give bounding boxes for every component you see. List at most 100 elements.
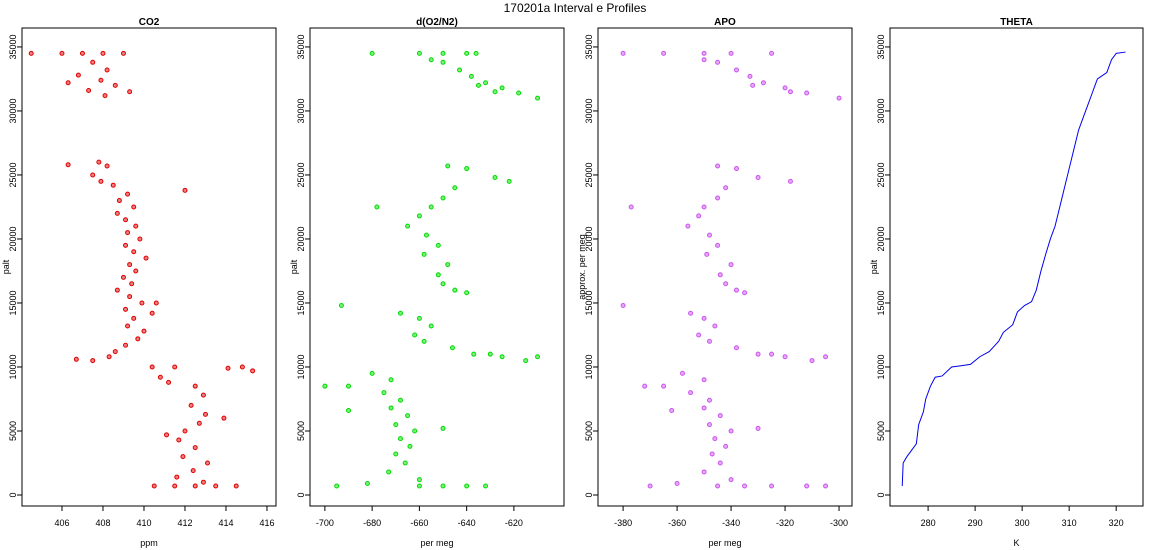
data-point: [750, 82, 756, 88]
data-point: [642, 383, 648, 389]
x-tick-label: -320: [776, 518, 794, 528]
data-point: [369, 370, 375, 376]
data-point: [728, 50, 734, 56]
data-point: [125, 191, 131, 197]
data-point: [428, 57, 434, 63]
panel-title: THETA: [1000, 17, 1033, 28]
data-point: [98, 77, 104, 83]
y-tick-label: 15000: [296, 290, 306, 315]
y-tick-label: 20000: [876, 226, 886, 251]
data-point: [709, 451, 715, 457]
y-tick-label: 35000: [876, 34, 886, 59]
plot-frame: [309, 27, 565, 507]
data-point: [706, 232, 712, 238]
y-tick-label: 0: [8, 492, 18, 497]
data-point: [28, 50, 34, 56]
data-point: [397, 397, 403, 403]
data-point: [701, 469, 707, 475]
data-point: [123, 217, 129, 223]
y-axis-label: palt: [1, 259, 11, 274]
data-point: [661, 383, 667, 389]
data-point: [164, 432, 170, 438]
data-point: [836, 95, 842, 101]
data-point: [706, 422, 712, 428]
data-point: [125, 230, 131, 236]
data-point: [706, 397, 712, 403]
x-tick-label: 320: [1109, 518, 1124, 528]
data-point: [416, 483, 422, 489]
data-point: [435, 242, 441, 248]
data-point: [823, 483, 829, 489]
data-point: [374, 204, 380, 210]
panel-title: CO2: [139, 17, 160, 28]
data-point: [129, 281, 135, 287]
data-point: [733, 166, 739, 172]
y-tick-label: 25000: [876, 162, 886, 187]
data-point: [196, 420, 202, 426]
x-tick-label: 408: [95, 518, 110, 528]
data-point: [131, 204, 137, 210]
data-point: [75, 72, 81, 78]
data-point: [364, 480, 370, 486]
data-point: [717, 272, 723, 278]
y-tick-label: 5000: [8, 421, 18, 441]
data-point: [473, 50, 479, 56]
data-point: [322, 383, 328, 389]
data-point: [723, 443, 729, 449]
data-point: [706, 338, 712, 344]
profile-line: [901, 51, 1126, 487]
data-point: [416, 50, 422, 56]
data-point: [73, 356, 79, 362]
data-point: [471, 351, 477, 357]
data-point: [127, 262, 133, 268]
data-point: [733, 287, 739, 293]
data-point: [769, 351, 775, 357]
x-tick-label: -620: [505, 518, 523, 528]
data-point: [190, 468, 196, 474]
data-point: [90, 59, 96, 65]
data-point: [79, 50, 85, 56]
data-point: [464, 50, 470, 56]
y-tick-label: 30000: [876, 98, 886, 123]
data-point: [388, 405, 394, 411]
data-point: [346, 383, 352, 389]
data-point: [172, 483, 178, 489]
data-point: [192, 483, 198, 489]
data-point: [225, 365, 231, 371]
data-point: [782, 85, 788, 91]
x-tick-label: 290: [968, 518, 983, 528]
x-axis-label: per meg: [708, 538, 741, 548]
data-point: [440, 195, 446, 201]
data-point: [674, 480, 680, 486]
x-tick-label: 416: [259, 518, 274, 528]
y-axis-label: approx. per meg: [577, 234, 587, 300]
data-point: [440, 483, 446, 489]
data-point: [483, 80, 489, 86]
data-point: [804, 483, 810, 489]
x-tick-label: -660: [410, 518, 428, 528]
data-point: [696, 213, 702, 219]
data-point: [397, 436, 403, 442]
data-point: [149, 310, 155, 316]
data-point: [715, 163, 721, 169]
x-tick-label: -300: [830, 518, 848, 528]
data-point: [483, 483, 489, 489]
y-tick-label: 10000: [8, 354, 18, 379]
data-point: [233, 483, 239, 489]
data-point: [127, 89, 133, 95]
data-point: [464, 166, 470, 172]
data-point: [701, 204, 707, 210]
data-point: [174, 474, 180, 480]
data-point: [180, 454, 186, 460]
y-axis-label: palt: [289, 259, 299, 274]
data-point: [688, 310, 694, 316]
data-point: [516, 90, 522, 96]
x-tick-label: 300: [1015, 518, 1030, 528]
data-point: [120, 50, 126, 56]
x-tick-label: -640: [458, 518, 476, 528]
data-point: [457, 67, 463, 73]
data-point: [133, 223, 139, 229]
data-point: [412, 428, 418, 434]
data-point: [661, 50, 667, 56]
data-point: [535, 95, 541, 101]
